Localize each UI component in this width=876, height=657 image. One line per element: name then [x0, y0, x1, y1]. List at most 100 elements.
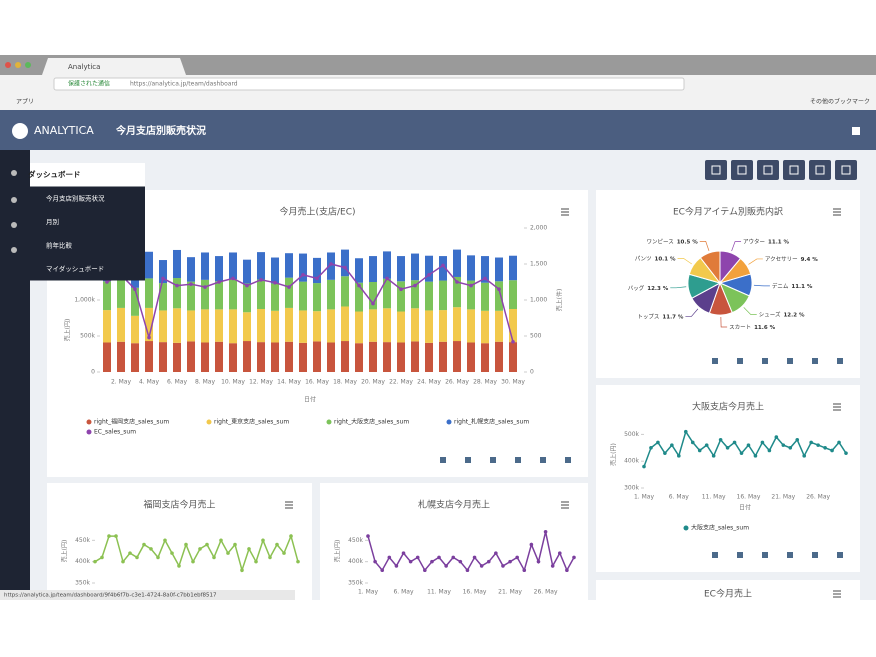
toolbar-button[interactable] — [783, 160, 805, 180]
x-tick-label: 16. May — [463, 589, 487, 596]
widget-action[interactable] — [812, 358, 818, 364]
bar-segment — [173, 249, 181, 279]
tab[interactable] — [42, 58, 186, 75]
toolbar-button[interactable] — [757, 160, 779, 180]
legend-swatch[interactable] — [683, 525, 689, 531]
x-tick-label: 16. May — [305, 379, 329, 386]
sidebar-icon[interactable] — [11, 247, 17, 253]
bar-segment — [271, 257, 279, 284]
bar-segment — [355, 282, 363, 312]
sidebar-icon[interactable] — [11, 170, 17, 176]
legend-label[interactable]: right_札幌支店_sales_sum — [454, 418, 529, 426]
menu-item[interactable]: ダッシュボード — [28, 169, 81, 179]
menu-item-bg[interactable] — [30, 163, 145, 187]
bar-segment — [257, 342, 265, 372]
leader-line — [677, 258, 693, 265]
toolbar-button[interactable] — [731, 160, 753, 180]
sidebar-icon[interactable] — [11, 197, 17, 203]
legend-label[interactable]: right_福岡支店_sales_sum — [94, 418, 169, 426]
widget-action[interactable] — [737, 358, 743, 364]
bar-segment — [397, 311, 405, 343]
menu-item[interactable]: 月別 — [46, 217, 59, 226]
sidebar-icon[interactable] — [11, 222, 17, 228]
bar-segment — [187, 341, 195, 372]
point — [366, 534, 370, 538]
widget-action[interactable] — [540, 457, 546, 463]
widget-action[interactable] — [515, 457, 521, 463]
widget-action[interactable] — [712, 552, 718, 558]
legend-swatch[interactable] — [206, 419, 212, 425]
point — [212, 555, 216, 560]
widget-action[interactable] — [440, 457, 446, 463]
tab-title[interactable]: Analytica — [68, 63, 100, 71]
leader-line — [720, 316, 728, 328]
menu-item[interactable]: 今月支店別販売状況 — [46, 194, 105, 203]
widget-action[interactable] — [490, 457, 496, 463]
widget-action[interactable] — [737, 552, 743, 558]
bar-segment — [467, 280, 475, 310]
point — [149, 547, 153, 551]
legend-swatch[interactable] — [326, 419, 332, 425]
bar-segment — [369, 309, 377, 342]
logout-icon[interactable] — [852, 127, 860, 135]
min-dot[interactable] — [15, 62, 21, 68]
widget-action[interactable] — [465, 457, 471, 463]
x-tick-label: 2. May — [111, 379, 131, 386]
leader-line — [748, 258, 763, 265]
legend-label[interactable]: EC_sales_sum — [94, 429, 136, 436]
widget-action[interactable] — [837, 358, 843, 364]
menu-item-bg[interactable] — [30, 210, 145, 234]
y-axis-title: 売上(円) — [610, 443, 618, 466]
point — [536, 559, 541, 564]
url[interactable]: https://analytica.jp/team/dashboard — [130, 81, 238, 88]
legend-swatch[interactable] — [86, 429, 92, 435]
bookmark-apps[interactable]: アプリ — [16, 99, 34, 106]
x-tick-label: 11. May — [702, 494, 726, 501]
y-tick-label: 450k — [75, 537, 90, 544]
widget-action[interactable] — [565, 457, 571, 463]
logo[interactable]: ANALYTICA — [34, 124, 94, 137]
legend-swatch[interactable] — [86, 419, 92, 425]
widget-card — [596, 385, 860, 572]
legend-label[interactable]: right_東京支店_sales_sum — [214, 418, 289, 426]
menu-item[interactable]: 前年比較 — [46, 241, 73, 250]
widget-action[interactable] — [787, 358, 793, 364]
point — [100, 555, 104, 560]
x-tick-label: 18. May — [333, 379, 357, 386]
bar-segment — [341, 276, 349, 307]
close-dot[interactable] — [5, 62, 11, 68]
bar-segment — [425, 255, 433, 282]
toolbar-button[interactable] — [835, 160, 857, 180]
toolbar-button[interactable] — [705, 160, 727, 180]
menu-item[interactable]: マイダッシュボード — [46, 264, 104, 273]
widget-action[interactable] — [712, 358, 718, 364]
bar-segment — [481, 256, 489, 283]
toolbar-button[interactable] — [809, 160, 831, 180]
menu-item-bg[interactable] — [30, 233, 145, 258]
bar-segment — [411, 341, 419, 372]
point — [114, 534, 118, 538]
bar-segment — [229, 343, 237, 372]
bookmark-other[interactable]: その他のブックマーク — [810, 98, 870, 106]
widget-action[interactable] — [762, 552, 768, 558]
bar-segment — [173, 342, 181, 372]
widget-action[interactable] — [812, 552, 818, 558]
menu-item-bg[interactable] — [30, 186, 145, 211]
bar-segment — [425, 281, 433, 311]
legend-label[interactable]: 大阪支店_sales_sum — [691, 524, 749, 532]
legend-swatch[interactable] — [446, 419, 452, 425]
bar-segment — [243, 312, 251, 342]
point — [315, 276, 319, 281]
widget-action[interactable] — [787, 552, 793, 558]
widget-action[interactable] — [762, 358, 768, 364]
menu-item-bg[interactable] — [30, 257, 145, 281]
bar-segment — [159, 310, 167, 343]
slice-label: アクセサリー 9.4 % — [765, 255, 818, 262]
max-dot[interactable] — [25, 62, 31, 68]
url-field[interactable] — [53, 77, 685, 91]
widget-action[interactable] — [837, 552, 843, 558]
slice-value: 9.4 % — [801, 256, 819, 262]
legend-label[interactable]: right_大阪支店_sales_sum — [334, 418, 409, 426]
pie-slice[interactable] — [699, 250, 721, 285]
